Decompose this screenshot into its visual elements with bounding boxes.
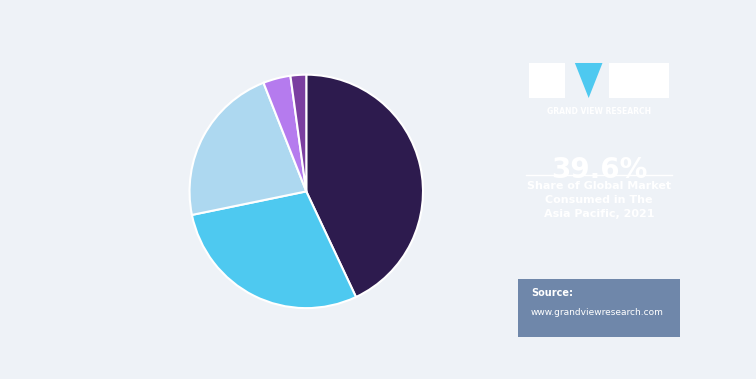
Wedge shape	[306, 75, 423, 297]
Wedge shape	[190, 83, 306, 215]
Text: 39.6%: 39.6%	[551, 157, 647, 184]
FancyBboxPatch shape	[529, 63, 565, 98]
FancyBboxPatch shape	[609, 63, 669, 98]
Wedge shape	[264, 76, 306, 191]
Text: Source:: Source:	[531, 288, 573, 298]
Text: Share of Global Market
Consumed in The
Asia Pacific, 2021: Share of Global Market Consumed in The A…	[527, 181, 671, 219]
Text: www.grandviewresearch.com: www.grandviewresearch.com	[531, 308, 664, 317]
Polygon shape	[575, 63, 603, 98]
Wedge shape	[290, 75, 306, 191]
FancyBboxPatch shape	[518, 279, 680, 337]
Text: GRAND VIEW RESEARCH: GRAND VIEW RESEARCH	[547, 107, 651, 116]
Wedge shape	[192, 191, 356, 308]
